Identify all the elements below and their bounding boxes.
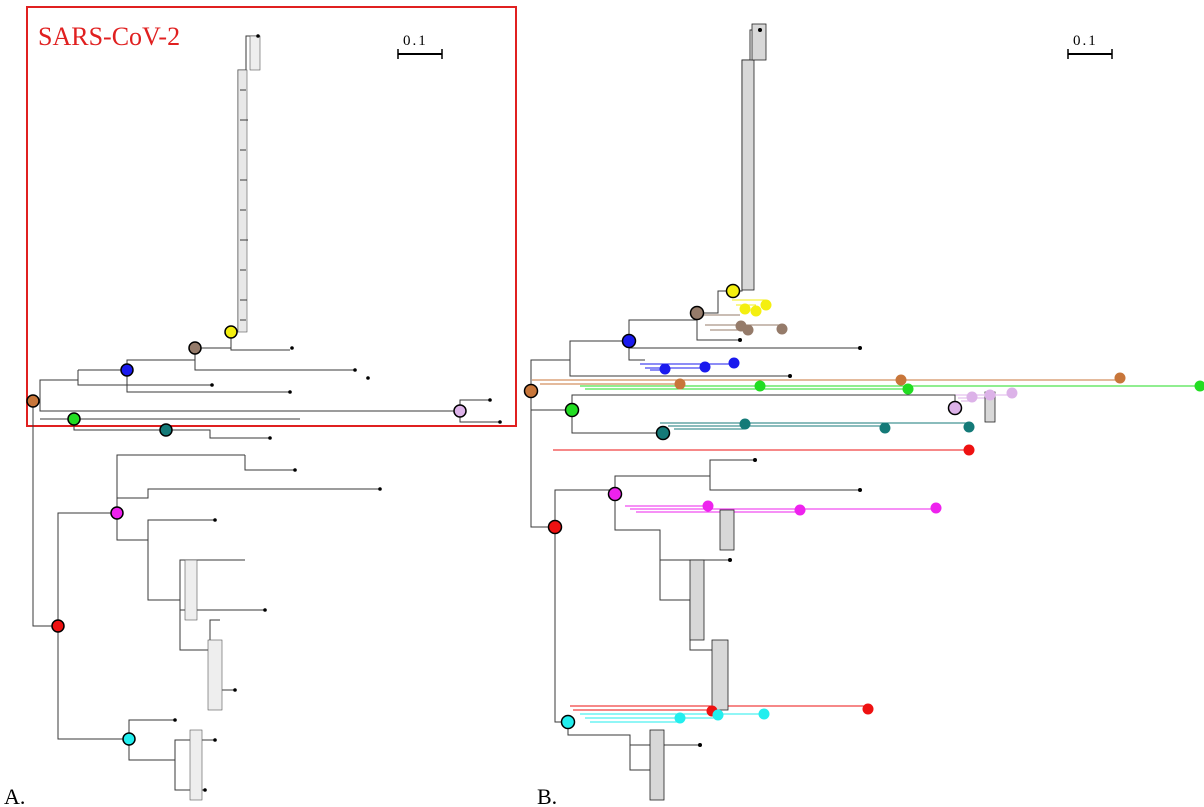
panel-b-tip-red	[963, 444, 975, 456]
panel-b-tip-green	[754, 380, 766, 392]
panel-a-node-orange	[26, 394, 40, 408]
panel-b-node-blue	[621, 333, 637, 349]
panel-b-tip-magenta	[702, 500, 714, 512]
panel-b-node-magenta	[607, 486, 623, 502]
panel-b-scale-bar: 0.1	[1067, 33, 1113, 59]
panel-b-node-yellow	[725, 283, 741, 299]
panel-b-tip-yellow	[750, 305, 762, 317]
panel-b-tip-orange	[1114, 372, 1126, 384]
panel-a-label: A.	[4, 784, 25, 807]
panel-b-tip-magenta	[794, 504, 806, 516]
panel-b-tip-blue	[699, 361, 711, 373]
panel-b-tip-lavender	[1006, 387, 1018, 399]
panel-b-tip-brown	[742, 324, 754, 336]
panel-b-scale-label: 0.1	[1073, 33, 1098, 49]
panel-b-tip-orange	[895, 374, 907, 386]
panel-b-node-red	[547, 519, 563, 535]
panel-b-tip-blue	[659, 363, 671, 375]
panel-b-label: B.	[537, 784, 557, 807]
sars-cov-2-box-title: SARS-CoV-2	[38, 22, 180, 51]
panel-b-tip-teal	[963, 421, 975, 433]
panel-b-tip-red	[862, 703, 874, 715]
panel-b-tip-brown	[776, 323, 788, 335]
panel-a-clade-nodes	[26, 325, 467, 746]
panel-b-node-green	[564, 402, 580, 418]
panel-b-tip-teal	[879, 422, 891, 434]
sars-cov-2-highlight-box	[26, 6, 517, 427]
panel-b-tip-cyan	[674, 712, 686, 724]
panel-b-tip-cyan	[712, 709, 724, 721]
panel-a-node-lavender	[453, 404, 467, 418]
panel-a-node-teal	[159, 423, 173, 437]
panel-a-scale-label: 0.1	[403, 33, 428, 49]
panel-b: 0.1	[523, 23, 1204, 807]
panel-b-clade-nodes	[523, 283, 963, 730]
panel-b-tip-yellow	[739, 303, 751, 315]
panel-a-node-brown	[188, 341, 202, 355]
panel-a-node-magenta	[110, 506, 124, 520]
panel-b-tip-yellow	[760, 299, 772, 311]
panel-a-node-yellow	[224, 325, 238, 339]
panel-a-dense-clades	[184, 35, 261, 801]
panel-b-colored-branches	[532, 299, 1200, 723]
panel-b-tip-orange	[674, 378, 686, 390]
panel-b-tip-lavender	[984, 389, 996, 401]
panel-b-tip-green	[1194, 380, 1204, 392]
panel-b-tip-teal	[739, 418, 751, 430]
panel-a-node-cyan	[122, 732, 136, 746]
panel-a-tip-dots	[173, 34, 502, 792]
panel-a-node-red	[51, 619, 65, 633]
panel-b-dense-clades	[649, 23, 996, 801]
panel-a-node-blue	[120, 363, 134, 377]
panel-b-node-teal	[655, 425, 671, 441]
panel-b-tip-green	[902, 383, 914, 395]
panel-b-node-brown	[689, 305, 705, 321]
panel-a-tree-branches	[32, 35, 500, 791]
panel-b-tip-magenta	[930, 502, 942, 514]
panel-b-tip-cyan	[758, 708, 770, 720]
panel-b-tip-blue	[728, 357, 740, 369]
panel-b-node-orange	[523, 383, 539, 399]
panel-a-node-green	[67, 412, 81, 426]
panel-b-tip-lavender	[966, 391, 978, 403]
panel-b-colored-tips	[659, 299, 1204, 724]
panel-a: SARS-CoV-2 0.1	[4, 6, 517, 807]
panel-a-scale-bar: 0.1	[397, 33, 443, 59]
panel-b-node-lavender	[947, 400, 963, 416]
panel-b-tip-dots	[698, 28, 862, 747]
panel-b-node-cyan	[560, 714, 576, 730]
